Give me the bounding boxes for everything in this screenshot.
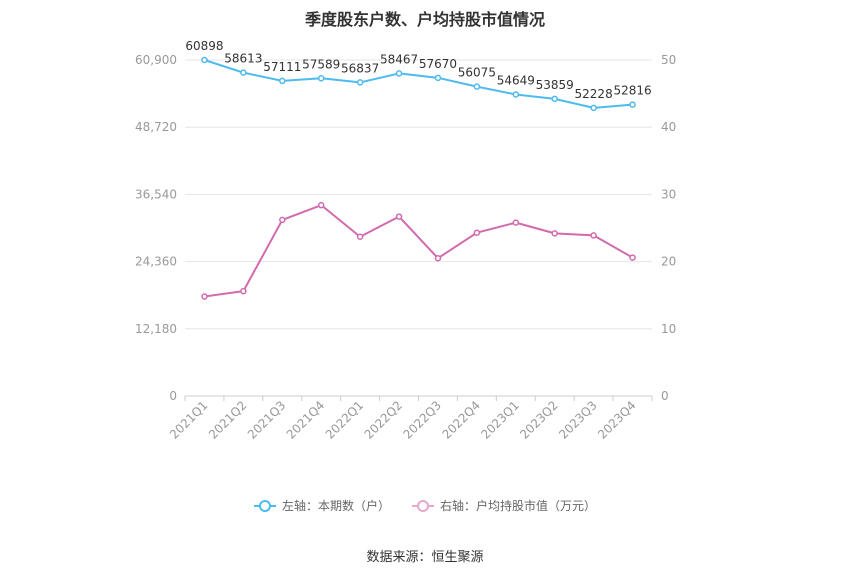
data-point-right	[629, 254, 636, 261]
data-point-left	[317, 75, 325, 82]
data-label-left: 52816	[613, 84, 651, 98]
data-label-left: 56075	[458, 66, 496, 80]
data-label-left: 57589	[302, 57, 340, 71]
data-point-right	[434, 254, 442, 262]
data-point-right	[356, 233, 364, 240]
x-axis-tick-label: 2023Q2	[517, 398, 561, 442]
right-axis-tick-label: 20	[661, 255, 676, 269]
data-point-right	[279, 216, 286, 224]
data-label-left: 54649	[497, 73, 535, 87]
x-axis-tick-label: 2022Q2	[362, 398, 406, 442]
x-axis: 2021Q12021Q22021Q32021Q42022Q12022Q22022…	[167, 396, 653, 442]
chart-title: 季度股东户数、户均持股市值情况	[304, 10, 545, 29]
x-axis-tick-label: 2021Q3	[245, 398, 289, 442]
data-point-left	[590, 104, 597, 112]
legend: 左轴：本期数（户） 右轴：户均持股市值（万元）	[0, 497, 850, 514]
data-point-left	[473, 83, 481, 90]
legend-swatch-right-icon	[412, 499, 434, 512]
x-axis-tick-label: 2021Q1	[167, 398, 211, 442]
data-point-left	[629, 101, 636, 108]
data-point-left	[201, 56, 208, 64]
legend-label-left: 左轴：本期数（户）	[281, 499, 390, 513]
left-axis-tick-label: 60,900	[135, 53, 177, 67]
right-axis-tick-label: 40	[661, 120, 676, 134]
left-axis-tick-label: 12,180	[135, 322, 177, 336]
source-note: 数据来源：恒生聚源	[366, 550, 484, 565]
data-point-left	[512, 91, 520, 98]
data-point-right	[201, 293, 208, 300]
x-axis-tick-label: 2023Q3	[556, 398, 600, 442]
grid-lines	[185, 59, 652, 397]
right-axis-tick-label: 50	[661, 53, 676, 67]
legend-swatch-left-icon	[253, 499, 276, 512]
x-axis-tick-label: 2022Q1	[323, 398, 367, 442]
data-label-left: 57111	[263, 60, 301, 74]
data-label-left: 58613	[224, 52, 262, 66]
left-axis-tick-label: 0	[169, 389, 177, 403]
data-label-left: 60898	[185, 39, 223, 53]
series-line-left	[204, 59, 633, 109]
left-axis: 0 12,180 24,360 36,540 48,720 60,900	[135, 53, 177, 403]
data-label-left: 53859	[536, 78, 574, 92]
data-point-left	[395, 70, 403, 77]
x-axis-tick-label: 2023Q4	[595, 398, 639, 442]
data-point-right	[395, 213, 403, 220]
left-axis-tick-label: 48,720	[135, 120, 177, 134]
left-axis-tick-label: 36,540	[135, 187, 177, 201]
left-axis-tick-label: 24,360	[135, 255, 177, 269]
x-axis-tick-label: 2022Q4	[439, 398, 483, 442]
x-axis-tick-label: 2021Q2	[206, 398, 250, 442]
data-label-left: 58467	[380, 52, 418, 66]
data-label-left: 56837	[341, 61, 379, 75]
data-point-right	[551, 230, 558, 237]
data-point-right	[473, 229, 481, 236]
data-point-left	[356, 79, 364, 86]
x-axis-tick-label: 2021Q4	[284, 398, 328, 442]
data-label-left: 52228	[575, 87, 613, 101]
x-axis-tick-label: 2023Q1	[478, 398, 522, 442]
data-point-left	[551, 95, 558, 103]
data-point-right	[240, 287, 247, 295]
right-axis-tick-label: 30	[661, 187, 676, 201]
legend-item-right-series[interactable]: 右轴：户均持股市值（万元）	[412, 497, 596, 514]
data-point-right	[317, 201, 325, 209]
data-point-right	[512, 219, 520, 226]
right-axis-tick-label: 0	[661, 389, 669, 403]
data-point-left	[240, 69, 247, 76]
right-axis-tick-label: 10	[661, 322, 676, 336]
data-point-left	[434, 74, 442, 82]
series-line-right	[204, 204, 634, 298]
data-point-left	[279, 77, 286, 85]
legend-item-left-series[interactable]: 左轴：本期数（户）	[253, 497, 390, 514]
right-axis: 0 10 20 30 40 50	[661, 53, 676, 403]
legend-label-right: 右轴：户均持股市值（万元）	[440, 499, 597, 513]
x-axis-tick-label: 2022Q3	[401, 398, 445, 442]
data-label-left: 57670	[419, 57, 457, 71]
data-point-right	[590, 232, 597, 239]
